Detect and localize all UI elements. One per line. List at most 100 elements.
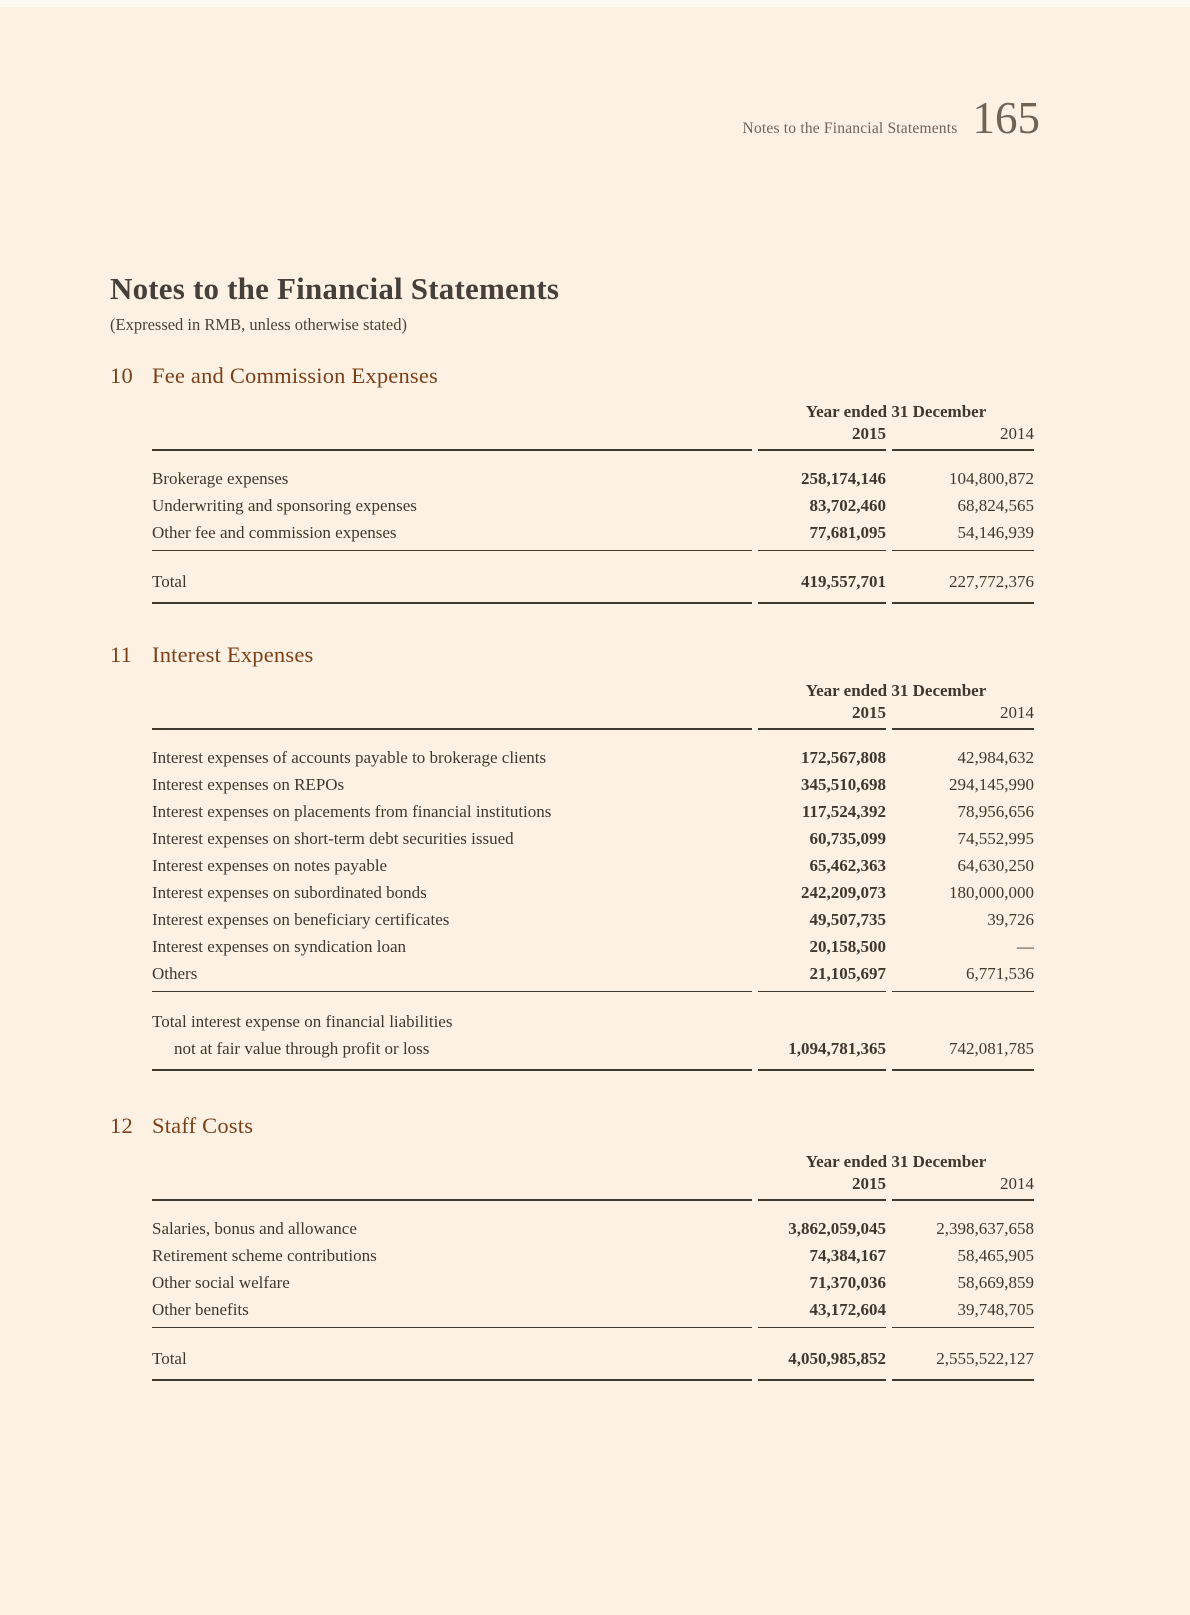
col-header-2015: 2015: [757, 1174, 886, 1201]
notes-sections: 10 Fee and Commission Expenses Year ended …: [110, 363, 1040, 1381]
table-wrapper: Year ended 31 December 2015 2014 Salaries, …: [146, 1139, 1040, 1381]
value-2014: 58,669,859: [957, 1273, 1035, 1292]
total-value-2014: 742,081,785: [891, 1035, 1034, 1071]
table-row: Others 21,105,697 6,771,536: [152, 960, 1034, 992]
spacer-cell: [892, 1009, 1034, 1035]
row-label: Interest expenses of accounts payable to…: [152, 748, 547, 767]
value-2014: 78,956,656: [957, 802, 1035, 821]
value-2014: 104,800,872: [949, 469, 1034, 488]
value-2014: 68,824,565: [957, 496, 1035, 515]
value-2015: 258,174,146: [800, 469, 886, 488]
value-2015: 77,681,095: [757, 519, 886, 551]
spacer-cell: [152, 1328, 1034, 1345]
table-wrapper: Year ended 31 December 2015 2014 Brokerage …: [146, 389, 1040, 604]
value-2014: —: [1017, 937, 1034, 956]
value-2015: 172,567,808: [800, 748, 886, 767]
value-2015: 20,158,500: [809, 937, 886, 956]
value-2014: 2,398,637,658: [936, 1219, 1034, 1238]
row-label: Underwriting and sponsoring expenses: [152, 496, 417, 515]
page-subtitle: (Expressed in RMB, unless otherwise stat…: [110, 315, 407, 334]
value-2014: 6,771,536: [891, 960, 1034, 992]
value-2015: 83,702,460: [809, 496, 886, 515]
spacer-row: [152, 551, 1034, 568]
spacer-cell: [152, 424, 752, 451]
value-2015: 74,384,167: [809, 1246, 886, 1265]
section-number: 10: [110, 363, 133, 388]
page-number: 165: [972, 93, 1041, 143]
section-title: Staff Costs: [152, 1113, 254, 1138]
value-2014: 39,748,705: [891, 1296, 1034, 1328]
col-header-2014: 2014: [891, 424, 1034, 451]
total-value-2015: 419,557,701: [757, 568, 886, 604]
table-row: Interest expenses on subordinated bonds 2…: [152, 879, 1034, 906]
table-row: Other social welfare 71,370,036 58,669,859: [152, 1269, 1034, 1296]
section-heading: 11 Interest Expenses: [110, 642, 1040, 668]
table-row: Underwriting and sponsoring expenses 83,7…: [152, 492, 1034, 519]
value-2014: 42,984,632: [957, 748, 1035, 767]
spacer-row: [152, 992, 1034, 1009]
value-2014: 64,630,250: [957, 856, 1035, 875]
spacer-cell: [152, 668, 752, 703]
row-label: Other fee and commission expenses: [152, 519, 752, 551]
table-row: Retirement scheme contributions 74,384,16…: [152, 1242, 1034, 1269]
period-header: Year ended 31 December: [805, 1152, 987, 1171]
value-2015: 3,862,059,045: [788, 1219, 886, 1238]
section-title: Fee and Commission Expenses: [152, 363, 439, 388]
spacer-row: [152, 1328, 1034, 1345]
note-section: 11 Interest Expenses Year ended 31 Decembe…: [110, 642, 1040, 1071]
spacer-cell: [152, 1139, 752, 1174]
section-heading: 12 Staff Costs: [110, 1113, 1040, 1139]
total-label: Total: [152, 1345, 752, 1381]
total-label-line1: Total interest expense on financial liab…: [152, 1012, 453, 1031]
table-row: Brokerage expenses 258,174,146 104,800,872: [152, 451, 1034, 492]
total-value-2015: 4,050,985,852: [757, 1345, 886, 1381]
row-label: Interest expenses on syndication loan: [152, 937, 406, 956]
total-row-line1: Total interest expense on financial liab…: [152, 1009, 1034, 1035]
value-2015: 242,209,073: [800, 883, 886, 902]
col-header-2015: 2015: [757, 424, 886, 451]
year-header-row: 2015 2014: [152, 424, 1034, 451]
row-label: Interest expenses on REPOs: [152, 775, 345, 794]
value-2015: 49,507,735: [809, 910, 886, 929]
section-heading: 10 Fee and Commission Expenses: [110, 363, 1040, 389]
total-value-2015: 1,094,781,365: [757, 1035, 886, 1071]
value-2015: 21,105,697: [757, 960, 886, 992]
spacer-cell: [152, 389, 752, 424]
value-2014: 74,552,995: [957, 829, 1035, 848]
section-title: Interest Expenses: [152, 642, 314, 667]
total-row: Total 419,557,701 227,772,376: [152, 568, 1034, 604]
period-header-row: Year ended 31 December: [152, 389, 1034, 424]
year-header-row: 2015 2014: [152, 1174, 1034, 1201]
note-section: 12 Staff Costs Year ended 31 December 2015 2…: [110, 1113, 1040, 1381]
total-row: Total 4,050,985,852 2,555,522,127: [152, 1345, 1034, 1381]
row-label: Interest expenses on placements from fin…: [152, 802, 552, 821]
table-row: Interest expenses on syndication loan 20,…: [152, 933, 1034, 960]
financial-table: Year ended 31 December 2015 2014 Brokerage …: [146, 389, 1040, 604]
col-header-2015: 2015: [757, 703, 886, 730]
value-2015: 345,510,698: [800, 775, 886, 794]
spacer-cell: [152, 992, 1034, 1009]
col-header-2014: 2014: [891, 703, 1034, 730]
value-2014: 180,000,000: [949, 883, 1034, 902]
table-row: Interest expenses on placements from fin…: [152, 798, 1034, 825]
total-row: not at fair value through profit or loss…: [152, 1035, 1034, 1071]
table-row: Interest expenses on REPOs 345,510,698 294…: [152, 771, 1034, 798]
value-2014: 54,146,939: [891, 519, 1034, 551]
total-value-2014: 227,772,376: [891, 568, 1034, 604]
value-2015: 60,735,099: [809, 829, 886, 848]
row-label: Others: [152, 960, 752, 992]
period-header-row: Year ended 31 December: [152, 1139, 1034, 1174]
financial-table: Year ended 31 December 2015 2014 Interest e…: [146, 668, 1040, 1071]
row-label: Interest expenses on subordinated bonds: [152, 883, 427, 902]
note-section: 10 Fee and Commission Expenses Year ended …: [110, 363, 1040, 604]
table-wrapper: Year ended 31 December 2015 2014 Interest e…: [146, 668, 1040, 1071]
table-row: Salaries, bonus and allowance 3,862,059,0…: [152, 1201, 1034, 1242]
col-header-2014: 2014: [891, 1174, 1034, 1201]
value-2014: 39,726: [987, 910, 1034, 929]
value-2014: 294,145,990: [949, 775, 1034, 794]
value-2015: 117,524,392: [801, 802, 886, 821]
row-label: Interest expenses on notes payable: [152, 856, 388, 875]
value-2015: 71,370,036: [809, 1273, 886, 1292]
row-label: Other social welfare: [152, 1273, 290, 1292]
